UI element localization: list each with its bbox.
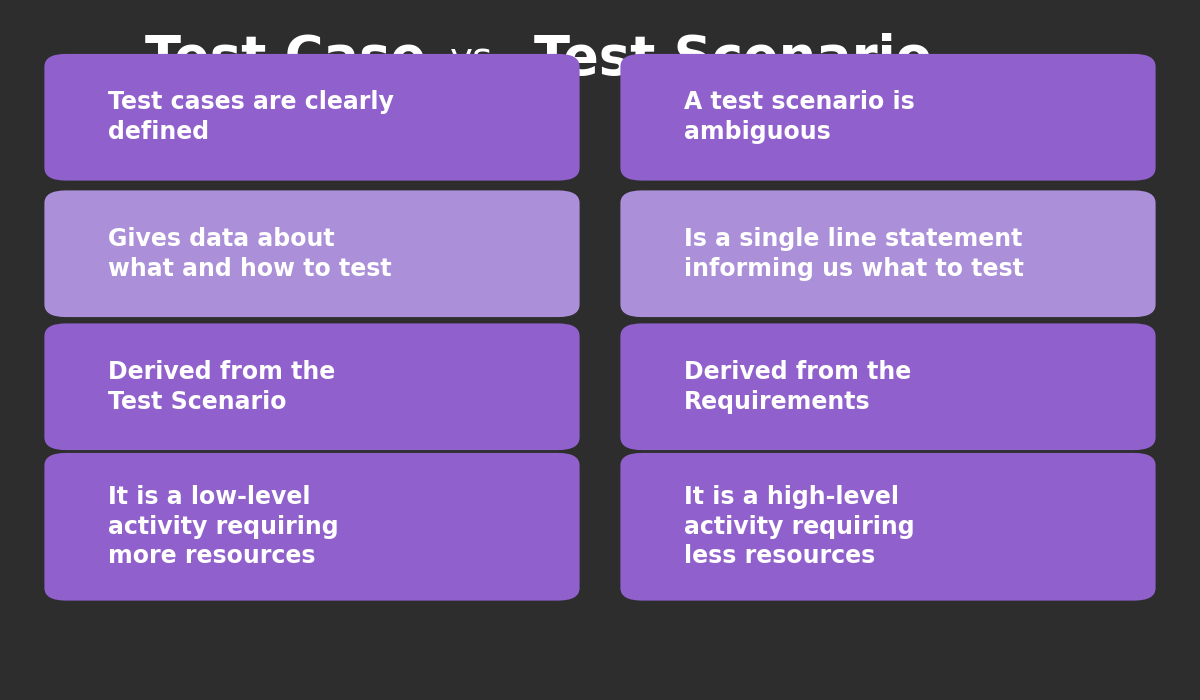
FancyBboxPatch shape [620, 453, 1156, 601]
FancyBboxPatch shape [44, 323, 580, 450]
Text: Derived from the
Requirements: Derived from the Requirements [684, 360, 911, 414]
Text: Is a single line statement
informing us what to test: Is a single line statement informing us … [684, 227, 1024, 281]
FancyBboxPatch shape [44, 453, 580, 601]
FancyBboxPatch shape [620, 54, 1156, 181]
Text: Test Case: Test Case [145, 34, 426, 85]
FancyBboxPatch shape [44, 190, 580, 317]
FancyBboxPatch shape [620, 323, 1156, 450]
Text: Derived from the
Test Scenario: Derived from the Test Scenario [108, 360, 335, 414]
Text: Test cases are clearly
defined: Test cases are clearly defined [108, 90, 394, 144]
Text: Gives data about
what and how to test: Gives data about what and how to test [108, 227, 391, 281]
FancyBboxPatch shape [620, 190, 1156, 317]
Text: It is a high-level
activity requiring
less resources: It is a high-level activity requiring le… [684, 485, 914, 568]
Text: A test scenario is
ambiguous: A test scenario is ambiguous [684, 90, 914, 144]
Text: It is a low-level
activity requiring
more resources: It is a low-level activity requiring mor… [108, 485, 338, 568]
FancyBboxPatch shape [44, 54, 580, 181]
Text: Test Scenario: Test Scenario [534, 34, 932, 85]
Text: vs.: vs. [450, 41, 505, 78]
